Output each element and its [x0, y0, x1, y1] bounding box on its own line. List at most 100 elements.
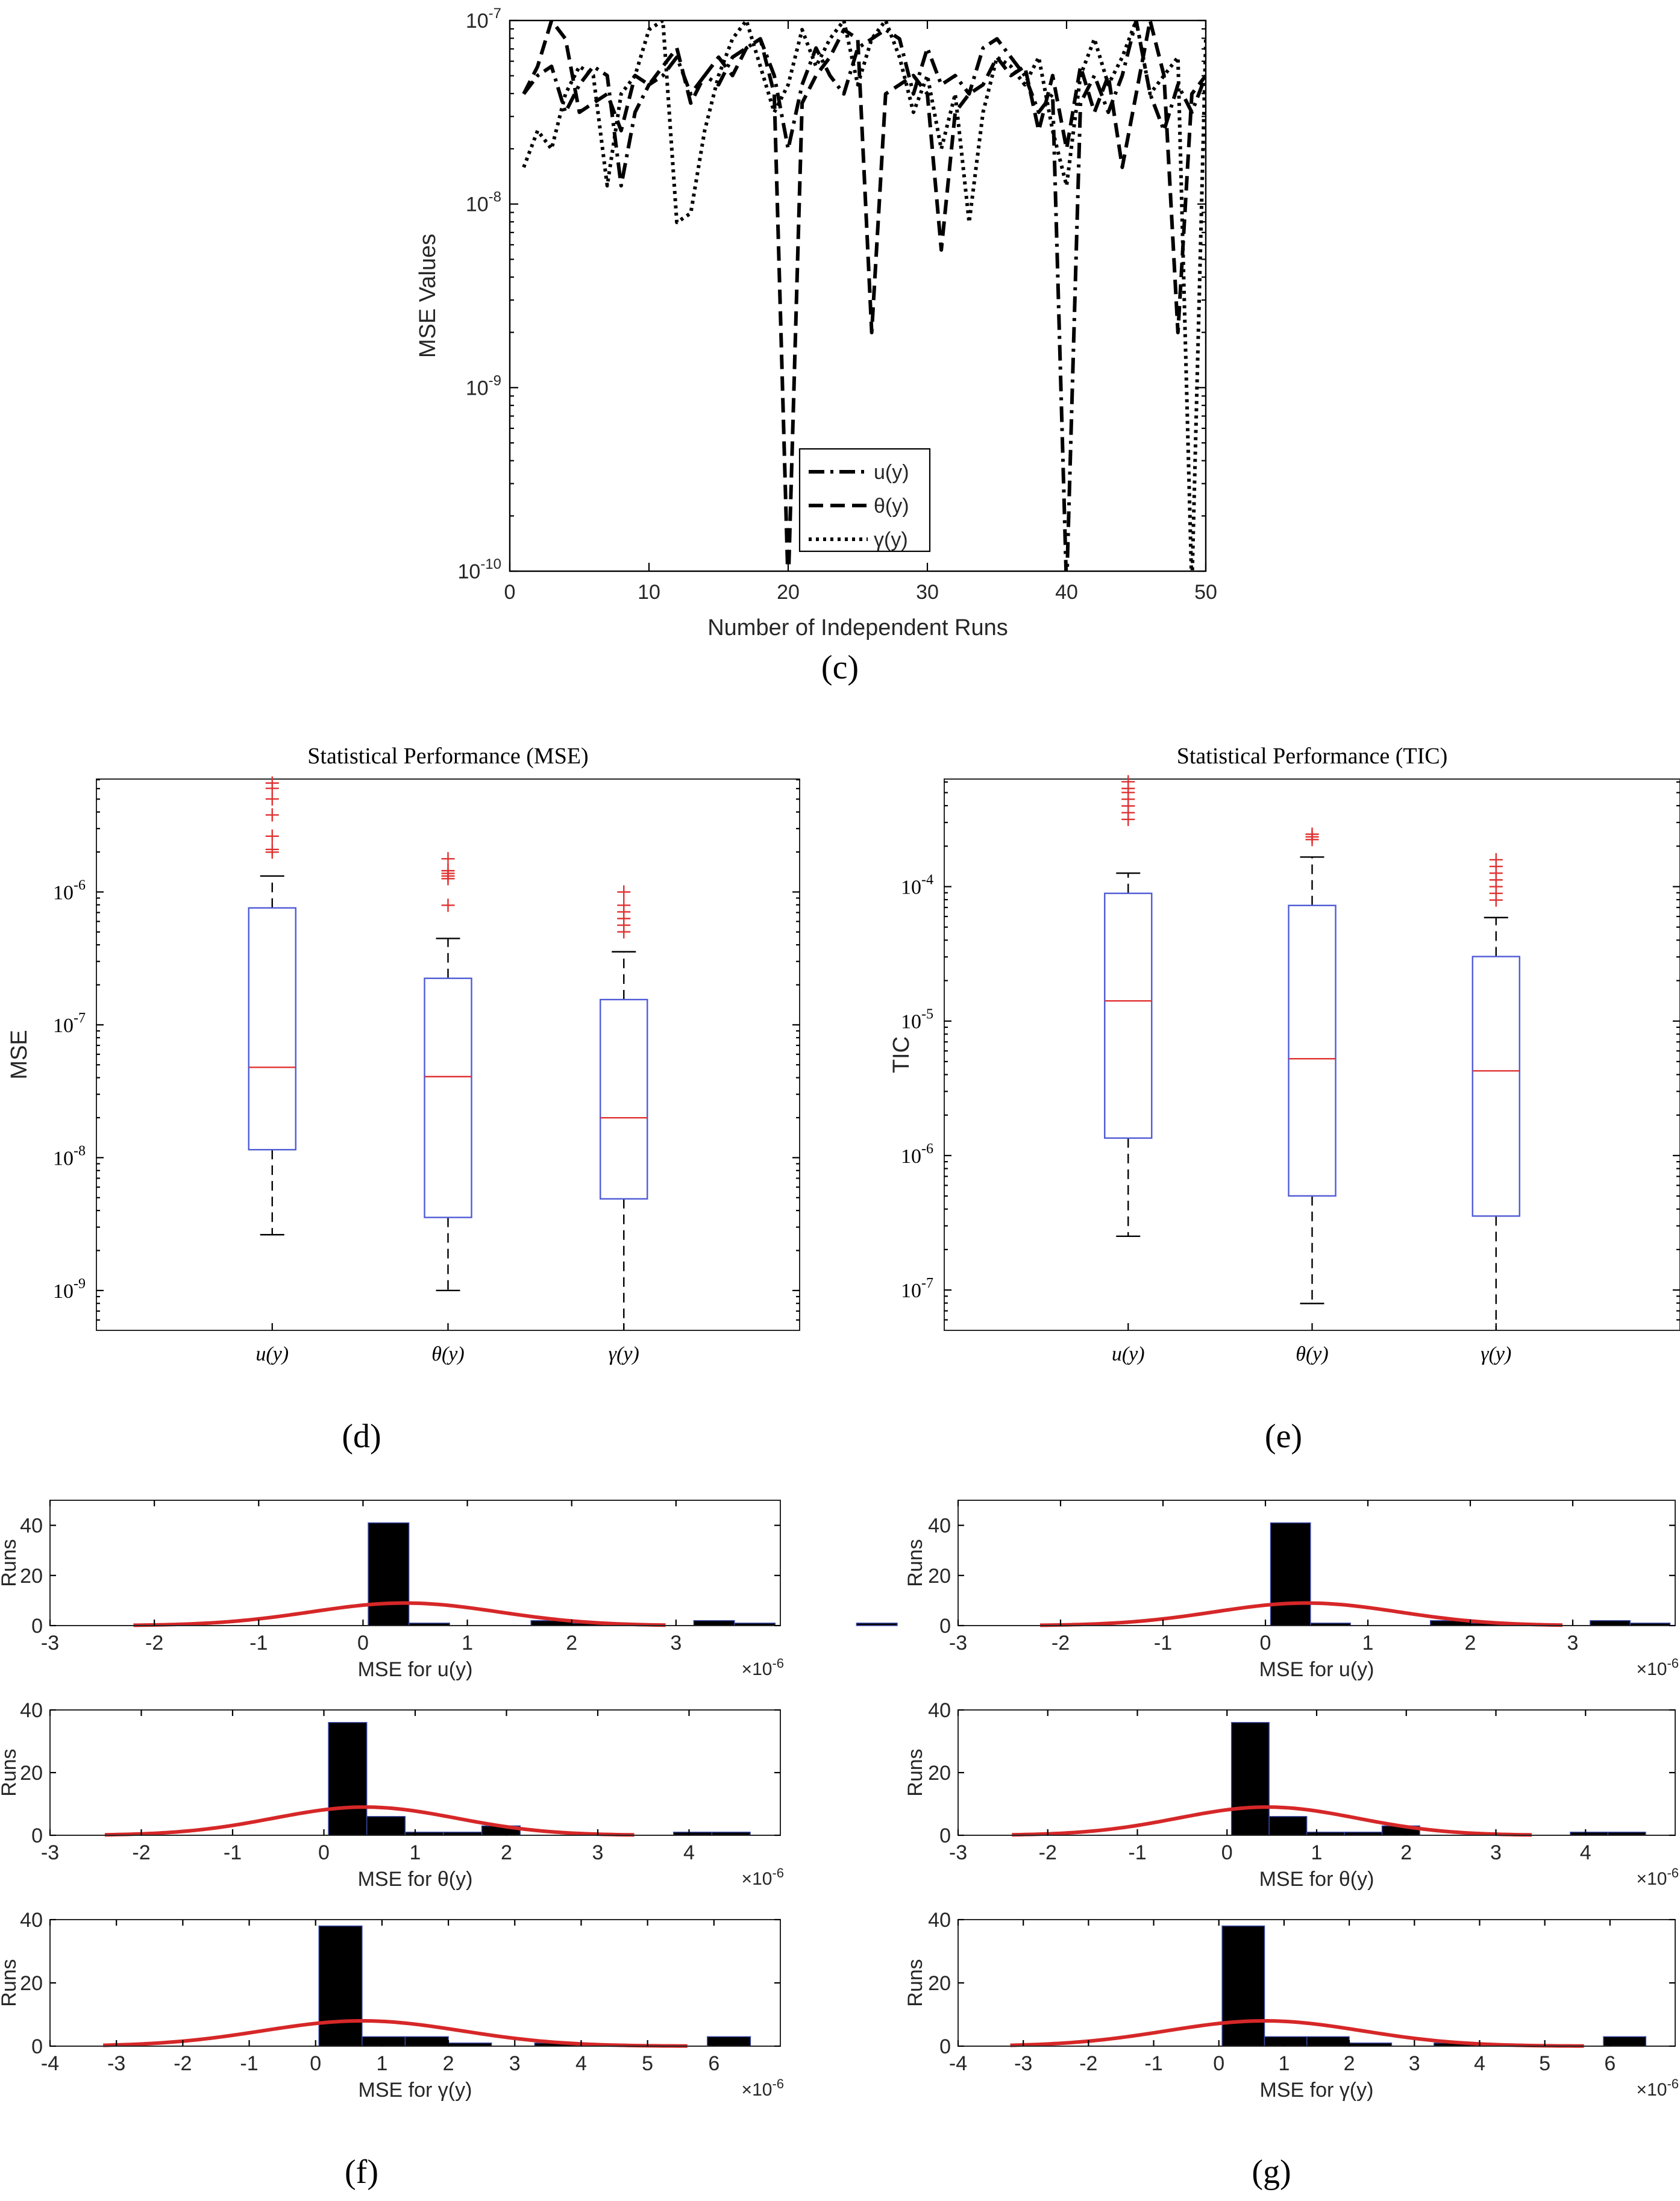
y-tick-label: 10-5	[901, 1007, 933, 1033]
y-tick-label: 20	[20, 1565, 43, 1588]
y-tick-label: 0	[939, 2035, 951, 2058]
x-tick-label: 3	[1490, 1841, 1502, 1864]
x-axis-label: MSE for γ(y)	[1260, 2079, 1374, 2102]
y-tick-label: 0	[939, 1615, 951, 1638]
x-tick-label: 0	[1213, 2052, 1224, 2075]
box-iqr	[1104, 892, 1153, 1139]
x-tick-label: 30	[916, 581, 939, 604]
x-tick-label: 0	[1221, 1841, 1233, 1864]
y-tick-label: 10-10	[457, 556, 501, 583]
chart-d-boxplot-mse: Statistical Performance (MSE) 10-9 10-8 10-…	[7, 744, 800, 1365]
hist-bar	[328, 1722, 368, 1836]
x-tick-label: -2	[1052, 1632, 1070, 1655]
caption-d: (d)	[342, 1418, 381, 1455]
x-exponent-label: ×10-6	[742, 2076, 784, 2100]
x-exponent-label: ×10-6	[1637, 2076, 1679, 2100]
normal-fit-curve	[104, 1805, 635, 1837]
x-tick-label: 2	[443, 2052, 454, 2075]
x-tick-label: -1	[1144, 2052, 1162, 2075]
hist-frame	[49, 1709, 781, 1836]
x-tick-label: -4	[41, 2052, 59, 2075]
hist-bar	[693, 1620, 735, 1626]
y-tick-label: 10-4	[901, 872, 933, 899]
x-tick-label: 6	[1604, 2052, 1616, 2075]
x-tick-label: 2	[1465, 1632, 1476, 1655]
hist-bar	[856, 1623, 898, 1626]
legend: u(y) θ(y) γ(y)	[798, 448, 931, 553]
x-tick-label: 0	[310, 2052, 321, 2075]
outlier-marker	[265, 842, 279, 856]
outlier-marker	[617, 885, 631, 899]
y-tick-label: 10-8	[53, 1143, 86, 1169]
y-tick-label: 40	[928, 1515, 951, 1538]
x-tick-label: -3	[1014, 2052, 1032, 2075]
x-tick-label: 3	[670, 1632, 682, 1655]
hist-bar	[368, 1522, 410, 1626]
hist-frame	[958, 1500, 1676, 1626]
legend-entry-0: u(y)	[874, 461, 909, 484]
x-tick-label: 2	[501, 1841, 512, 1864]
normal-fit-curve	[1010, 2019, 1584, 2048]
x-tick-label: -3	[41, 1632, 59, 1655]
caption-c: (c)	[821, 649, 859, 686]
box-title: Statistical Performance (TIC)	[1177, 744, 1448, 769]
x-tick-label: 1	[1278, 2052, 1290, 2075]
y-axis-label: MSE Values	[415, 234, 440, 358]
x-tick-label: u(y)	[255, 1343, 289, 1365]
chart-c-mse-line: 0 10 20 30 40 50 10-10 10-9 10-8 10-7 Number of In…	[415, 5, 1217, 640]
hist-frame	[49, 1500, 781, 1626]
y-axis-label: Runs	[904, 1749, 927, 1796]
chart-c-frame	[509, 19, 1207, 572]
box-iqr	[424, 977, 472, 1218]
x-tick-label: -1	[1128, 1841, 1146, 1864]
x-tick-label: θ(y)	[431, 1343, 464, 1365]
hist-bar	[1264, 2036, 1308, 2047]
x-tick-label: 3	[1567, 1632, 1579, 1655]
x-tick-label: 1	[462, 1632, 473, 1655]
x-tick-label: -2	[1039, 1841, 1057, 1864]
x-exponent-label: ×10-6	[1637, 1656, 1679, 1679]
x-tick-label: 3	[592, 1841, 604, 1864]
series-line-2	[522, 20, 1206, 571]
normal-fit-curve	[1039, 1601, 1563, 1627]
outlier-marker	[441, 898, 455, 912]
y-tick-label: 40	[20, 1909, 43, 1932]
outlier-marker	[441, 864, 455, 878]
y-axis-label: MSE	[7, 1030, 32, 1079]
chart-e-boxplot-tic: Statistical Performance (TIC) 10-7 10-6 10-…	[889, 744, 1680, 1365]
caption-f: (f)	[345, 2153, 378, 2191]
hist-bar	[1270, 1522, 1311, 1626]
x-tick-label: 3	[509, 2052, 521, 2075]
x-tick-label: -3	[949, 1841, 967, 1864]
x-tick-label: -3	[41, 1841, 59, 1864]
x-tick-label: 1	[1311, 1841, 1323, 1864]
x-axis-label: MSE for u(y)	[1259, 1658, 1374, 1681]
y-tick-label: 0	[939, 1824, 951, 1847]
y-tick-label: 20	[928, 1972, 951, 1995]
legend-entry-2: γ(y)	[874, 528, 908, 551]
x-tick-label: 2	[1344, 2052, 1355, 2075]
x-tick-label: γ(y)	[1481, 1343, 1511, 1365]
x-tick-label: 1	[1362, 1632, 1374, 1655]
normal-fit-curve	[1012, 1805, 1532, 1837]
x-tick-label: 5	[642, 2052, 653, 2075]
normal-fit-curve	[103, 2019, 688, 2048]
x-tick-label: -3	[949, 1632, 967, 1655]
y-tick-label: 20	[20, 1972, 43, 1995]
box-iqr	[248, 907, 296, 1151]
x-tick-label: -1	[249, 1632, 268, 1655]
y-tick-label: 40	[20, 1515, 43, 1538]
x-tick-label: 3	[1409, 2052, 1420, 2075]
y-axis-label: Runs	[904, 1539, 927, 1586]
x-tick-label: -4	[949, 2052, 967, 2075]
x-tick-label: 1	[376, 2052, 387, 2075]
box-iqr	[1472, 956, 1520, 1217]
x-tick-label: -1	[1154, 1632, 1172, 1655]
hist-bar	[1230, 1722, 1270, 1836]
x-tick-label: 0	[318, 1841, 330, 1864]
y-tick-label: 0	[31, 1824, 43, 1847]
x-tick-label: -2	[145, 1632, 163, 1655]
series-line-1	[522, 20, 1206, 571]
